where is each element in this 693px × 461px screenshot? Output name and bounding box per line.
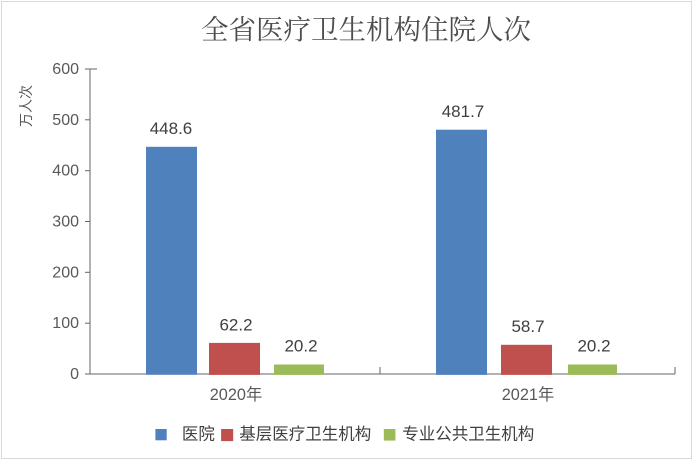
svg-text:481.7: 481.7 xyxy=(442,102,485,121)
svg-text:20.2: 20.2 xyxy=(284,337,317,356)
svg-text:基层医疗卫生机构: 基层医疗卫生机构 xyxy=(239,420,371,444)
svg-text:62.2: 62.2 xyxy=(219,315,252,334)
svg-text:500: 500 xyxy=(52,112,79,129)
svg-text:万人次: 万人次 xyxy=(16,85,36,127)
svg-text:0: 0 xyxy=(70,366,79,383)
svg-text:300: 300 xyxy=(52,214,79,231)
svg-text:20.2: 20.2 xyxy=(577,337,610,356)
svg-text:2020年: 2020年 xyxy=(210,381,263,405)
svg-text:600: 600 xyxy=(52,61,79,78)
svg-text:58.7: 58.7 xyxy=(511,317,544,336)
svg-text:400: 400 xyxy=(52,163,79,180)
svg-text:448.6: 448.6 xyxy=(150,119,193,138)
svg-text:100: 100 xyxy=(52,315,79,332)
svg-text:专业公共卫生机构: 专业公共卫生机构 xyxy=(402,420,534,444)
svg-text:2021年: 2021年 xyxy=(502,381,555,405)
svg-text:200: 200 xyxy=(52,264,79,281)
svg-text:医院: 医院 xyxy=(182,420,215,444)
